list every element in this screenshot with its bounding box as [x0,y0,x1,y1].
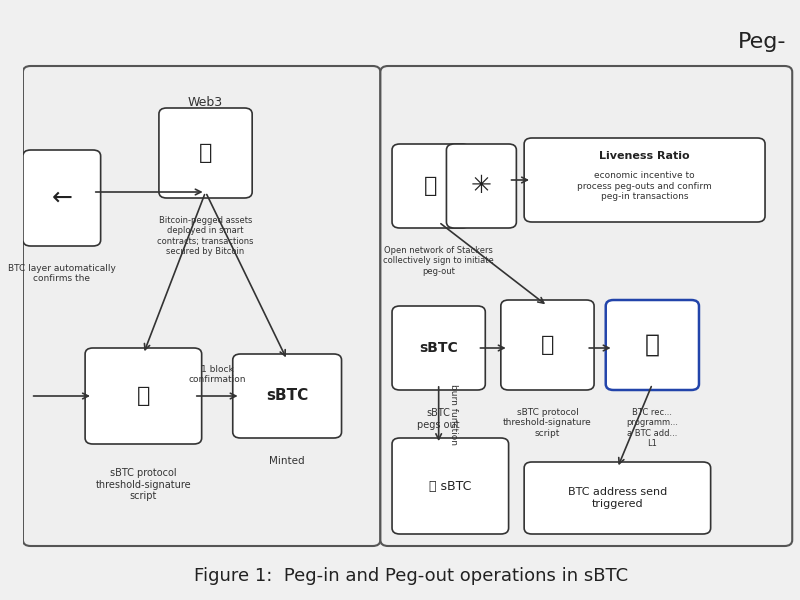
Text: ✳: ✳ [471,174,492,198]
Text: sBTC: sBTC [419,341,458,355]
Text: sBTC protocol
threshold-signature
script: sBTC protocol threshold-signature script [503,408,592,438]
Text: 1 block
confirmation: 1 block confirmation [189,365,246,384]
Text: Peg-: Peg- [738,32,786,52]
Text: Web3: Web3 [188,95,223,109]
Text: Liveness Ratio: Liveness Ratio [599,151,690,161]
Text: BTC layer automatically
confirms the: BTC layer automatically confirms the [8,264,116,283]
Text: 🌐: 🌐 [199,143,212,163]
FancyBboxPatch shape [85,348,202,444]
Text: BTC rec...
programm...
a BTC add...
L1: BTC rec... programm... a BTC add... L1 [626,408,678,448]
FancyBboxPatch shape [159,108,252,198]
FancyBboxPatch shape [233,354,342,438]
FancyBboxPatch shape [23,66,380,546]
Text: Open network of Stackers
collectively sign to initiate
peg-out: Open network of Stackers collectively si… [383,246,494,276]
Text: 👜: 👜 [541,335,554,355]
FancyBboxPatch shape [501,300,594,390]
Text: 👤: 👤 [424,176,438,196]
FancyBboxPatch shape [380,66,792,546]
Text: sBTC protocol
threshold-signature
script: sBTC protocol threshold-signature script [95,468,191,501]
Text: BTC address send
triggered: BTC address send triggered [568,487,667,509]
Text: 👜: 👜 [137,386,150,406]
Text: sBTC: sBTC [266,389,308,403]
Text: economic incentive to
process peg-outs and confirm
peg-in transactions: economic incentive to process peg-outs a… [578,171,712,201]
FancyBboxPatch shape [524,462,710,534]
Text: 🔥 sBTC: 🔥 sBTC [429,479,471,493]
Text: Bitcoin-pegged assets
deployed in smart
contracts; transactions
secured by Bitco: Bitcoin-pegged assets deployed in smart … [158,216,254,256]
Text: ₿: ₿ [645,333,660,357]
FancyBboxPatch shape [446,144,516,228]
FancyBboxPatch shape [392,144,470,228]
Text: Figure 1:  Peg-in and Peg-out operations in sBTC: Figure 1: Peg-in and Peg-out operations … [194,567,629,585]
FancyBboxPatch shape [392,438,509,534]
Text: ←: ← [51,186,72,210]
FancyBboxPatch shape [23,150,101,246]
FancyBboxPatch shape [524,138,765,222]
FancyBboxPatch shape [392,306,486,390]
Text: sBTC
pegs out: sBTC pegs out [418,408,460,430]
FancyBboxPatch shape [606,300,699,390]
Text: burn function: burn function [449,383,458,445]
Text: Minted: Minted [270,456,305,466]
